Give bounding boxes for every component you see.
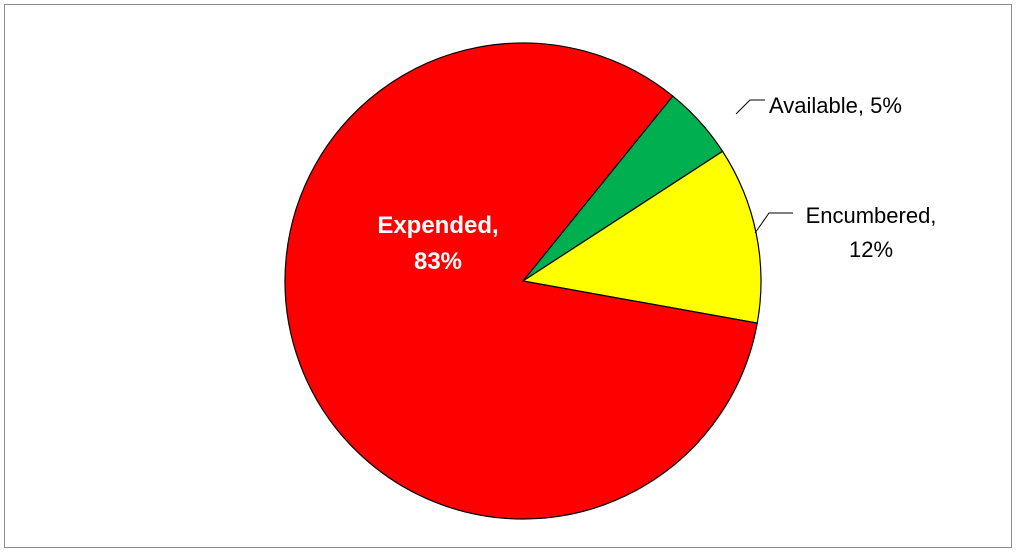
pie-chart: Available, 5% Encumbered, 12% Expended, 83% [284,42,937,520]
leader-line-available [735,99,765,115]
data-label-encumbered-percent: 12% [849,237,893,262]
leader-line-encumbered [754,212,793,234]
data-label-encumbered: Encumbered, [806,203,937,228]
data-label-available: Available, 5% [769,93,902,118]
slice-encumbered [521,150,762,324]
data-label-expended-percent: 83% [414,248,462,275]
data-label-expended: Expended, [377,212,498,239]
chart-area: Available, 5% Encumbered, 12% Expended, 83% [4,4,1012,548]
slice-expended [284,42,758,520]
